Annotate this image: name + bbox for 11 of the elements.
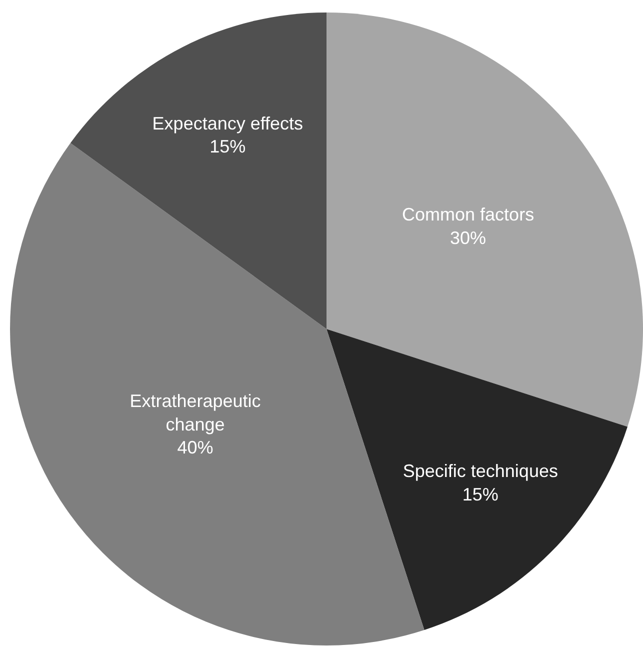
data-label: 15% [210,136,246,157]
slice-label: Expectancy effects [152,113,304,134]
data-label: 15% [462,484,498,505]
slice-label: Extratherapeutic change [130,390,261,434]
pie-slice [326,12,642,427]
pie-slice [326,329,628,630]
data-label: 30% [450,228,486,248]
slice-label: Specific techniques [402,461,558,482]
data-label: 40% [177,438,214,458]
pie-slice [70,12,326,329]
slice-label: Common factors [402,204,534,224]
